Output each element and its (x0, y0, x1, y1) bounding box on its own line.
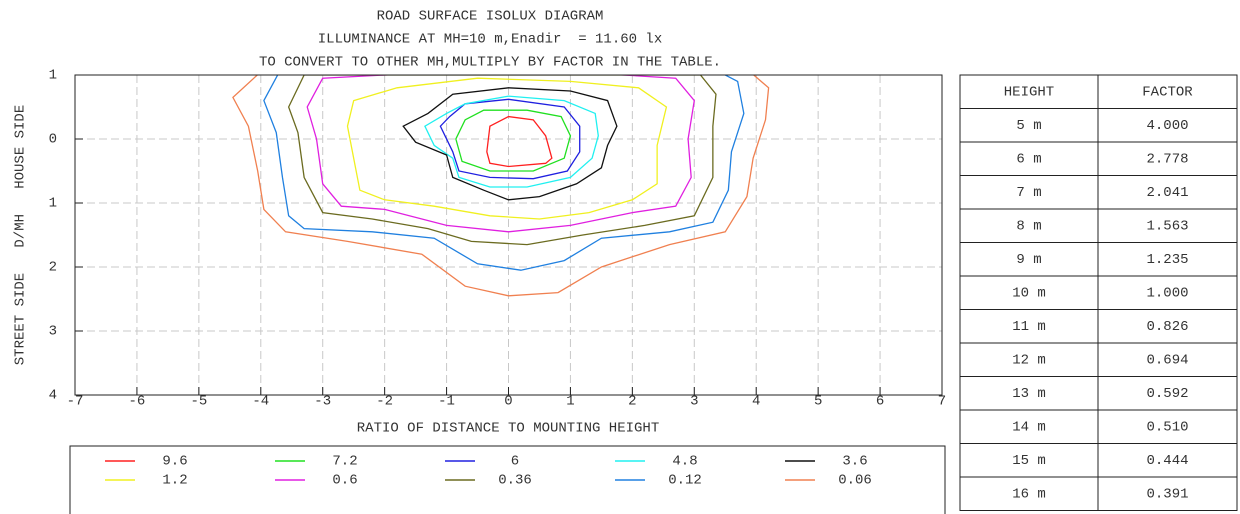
x-tick-label: -4 (252, 394, 269, 410)
x-tick-label: 3 (690, 394, 698, 410)
x-tick-label: 6 (876, 394, 884, 410)
y-tick-label: 3 (49, 324, 57, 340)
table-value: 8 m (1016, 218, 1041, 234)
y-tick-label: 0 (49, 132, 57, 148)
x-tick-label: 0 (504, 394, 512, 410)
legend-label: 6 (511, 454, 519, 470)
table-value: 2.041 (1146, 185, 1188, 201)
x-tick-label: -5 (190, 394, 207, 410)
legend-label: 0.06 (838, 473, 872, 489)
grid: -7 -6 -5 -4 -3 -2 -1 0 1 2 3 4 5 6 7 1 0 1 2 3 4 (49, 68, 947, 410)
table-value: 2.778 (1146, 151, 1188, 167)
table-value: 1.000 (1146, 285, 1188, 301)
isolux-contour (287, 75, 717, 246)
x-tick-label: 1 (566, 394, 574, 410)
legend-label: 9.6 (162, 454, 187, 470)
table-value: 0.592 (1146, 386, 1188, 402)
x-axis-label: RATIO OF DISTANCE TO MOUNTING HEIGHT (357, 421, 659, 437)
y-tick-label: 2 (49, 260, 57, 276)
table-value: 0.444 (1146, 453, 1188, 469)
table-header: FACTOR (1142, 84, 1193, 100)
isolux-contour (346, 77, 668, 220)
y-axis-label: STREET SIDE D/MH HOUSE SIDE (13, 105, 29, 365)
y-tick-label: 4 (49, 388, 57, 404)
isolux-contour (232, 75, 770, 297)
table-value: 11 m (1012, 319, 1046, 335)
table-value: 7 m (1016, 185, 1041, 201)
x-tick-label: 7 (938, 394, 946, 410)
legend-label: 0.12 (668, 473, 702, 489)
factor-table: HEIGHT FACTOR 5 m 4.000 6 m 2.778 7 m 2.041 8 m 1… (959, 74, 1238, 511)
contours (232, 75, 770, 297)
table-value: 9 m (1016, 252, 1041, 268)
table-value: 15 m (1012, 453, 1046, 469)
plot-frame (74, 74, 943, 396)
table-value: 0.694 (1146, 352, 1188, 368)
y-tick-label: 1 (49, 68, 57, 84)
table-value: 5 m (1016, 118, 1041, 134)
isolux-contour (402, 87, 618, 201)
isolux-contour (263, 75, 745, 271)
table-value: 4.000 (1146, 118, 1188, 134)
table-value: 10 m (1012, 285, 1046, 301)
table-value: 0.391 (1146, 486, 1188, 502)
table-value: 0.510 (1146, 419, 1188, 435)
y-tick-label: 1 (49, 196, 57, 212)
table-value: 13 m (1012, 386, 1046, 402)
x-tick-label: -1 (438, 394, 455, 410)
isolux-contour (306, 75, 695, 233)
table-value: 1.235 (1146, 252, 1188, 268)
x-tick-label: -7 (67, 394, 84, 410)
chart-subtitle: ILLUMINANCE AT MH=10 m,Enadir = 11.60 lx (318, 32, 662, 48)
legend-label: 3.6 (842, 454, 867, 470)
legend-label: 0.36 (498, 473, 532, 489)
legend-label: 4.8 (672, 454, 697, 470)
table-value: 12 m (1012, 352, 1046, 368)
table-cell (1097, 476, 1238, 511)
legend-label: 0.6 (332, 473, 357, 489)
table-value: 14 m (1012, 419, 1046, 435)
x-tick-label: 5 (814, 394, 822, 410)
table-value: 0.826 (1146, 319, 1188, 335)
legend: 9.6 7.2 6 4.8 3.6 1.2 0.6 0.36 0.12 0.06 (105, 454, 872, 489)
x-tick-label: -2 (376, 394, 393, 410)
isolux-contour (455, 109, 572, 172)
table-value: 16 m (1012, 486, 1046, 502)
x-tick-label: 4 (752, 394, 760, 410)
chart-title: ROAD SURFACE ISOLUX DIAGRAM (377, 9, 604, 25)
table-value: 1.563 (1146, 218, 1188, 234)
x-tick-label: -6 (129, 394, 146, 410)
table-header: HEIGHT (1004, 84, 1054, 100)
isolux-contour (424, 95, 599, 188)
table-value: 6 m (1016, 151, 1041, 167)
chart-note: TO CONVERT TO OTHER MH,MULTIPLY BY FACTO… (259, 55, 721, 71)
isolux-contour (486, 115, 553, 168)
x-tick-label: 2 (628, 394, 636, 410)
legend-box (69, 445, 946, 514)
legend-label: 1.2 (162, 473, 187, 489)
legend-label: 7.2 (332, 454, 357, 470)
x-tick-label: -3 (314, 394, 331, 410)
